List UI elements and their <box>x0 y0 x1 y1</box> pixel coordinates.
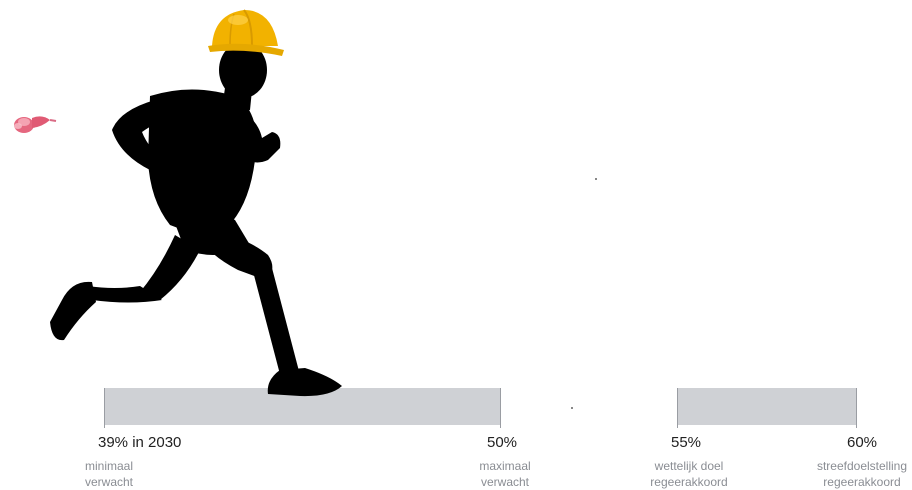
pink-flying-hat-icon <box>14 116 57 133</box>
tick-50 <box>500 388 501 428</box>
caption-line: maximaal <box>479 459 531 473</box>
tick-60 <box>856 388 857 428</box>
target-range-band <box>677 388 857 425</box>
stray-dot <box>595 178 597 180</box>
tick-55 <box>677 388 678 428</box>
milestone-value-55: 55% <box>670 434 702 451</box>
tick-39 <box>104 388 105 428</box>
milestone-value-50: 50% <box>486 434 518 451</box>
caption-line: wettelijk doel <box>654 459 724 473</box>
milestone-value-39: 39% in 2030 <box>98 434 182 451</box>
caption-line: streefdoelstelling <box>816 459 908 473</box>
yellow-hard-hat-icon <box>208 9 284 56</box>
stray-dot <box>571 407 573 409</box>
milestone-value-60: 60% <box>846 434 878 451</box>
caption-line: minimaal <box>85 459 134 473</box>
